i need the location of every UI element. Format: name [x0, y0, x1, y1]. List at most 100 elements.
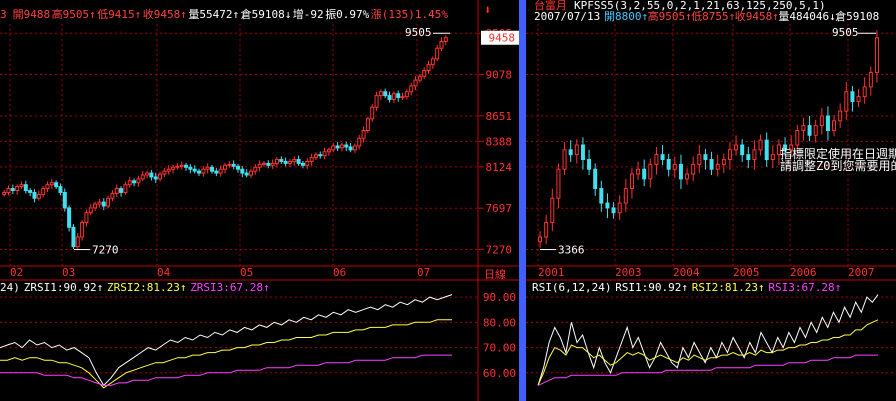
right-candle-body	[568, 149, 573, 156]
candle-body	[430, 58, 435, 66]
left-header-item: 低9415↑	[97, 8, 141, 21]
right-candle-body	[868, 71, 873, 88]
candle-body	[370, 106, 375, 120]
right-candle-body	[776, 144, 781, 156]
candle-body	[71, 226, 76, 248]
right-candle-body	[727, 149, 732, 161]
candle-body	[305, 160, 310, 166]
left-candlestick-chart	[2, 32, 450, 251]
left-rsi-legend-item: ZRSI1:90.92↑	[24, 281, 103, 294]
candle-body	[300, 162, 305, 166]
left-header-item: 3	[0, 8, 7, 21]
candle-body	[145, 172, 150, 176]
right-header-item: 倉59108	[835, 9, 879, 23]
right-x-tick-label: 2004	[673, 266, 700, 279]
candle-body	[266, 162, 271, 166]
candle-body	[184, 164, 189, 168]
right-candle-body	[764, 139, 769, 161]
right-candle-body	[587, 159, 592, 170]
candle-body	[409, 85, 414, 93]
candle-body	[235, 165, 240, 170]
x-tick-label: 05	[240, 266, 253, 279]
candle-body	[344, 144, 349, 148]
right-candle-body	[685, 173, 690, 180]
candle-body	[248, 170, 253, 176]
candle-body	[123, 184, 128, 193]
candle-body	[197, 170, 202, 174]
candle-body	[106, 197, 111, 207]
candle-body	[210, 166, 215, 172]
candle-body	[400, 96, 405, 99]
right-candle-body	[709, 159, 714, 170]
right-candle-body	[734, 144, 739, 151]
candle-body	[378, 91, 383, 97]
left-header-item: 增-92	[293, 7, 324, 21]
candle-body	[2, 191, 7, 195]
right-candle-body	[611, 207, 616, 214]
right-rsi-legend-item: RSI3:67.28↑	[768, 281, 841, 294]
right-x-tick-label: 2005	[733, 266, 760, 279]
candle-body	[6, 188, 11, 193]
candle-body	[101, 201, 106, 207]
right-candle-body	[721, 159, 726, 165]
x-tick-label: 06	[333, 266, 346, 279]
candle-body	[119, 188, 124, 193]
notice-text: 指標限定使用在日週期	[780, 146, 896, 161]
candle-body	[97, 201, 102, 205]
low-annotation-label: 7270	[92, 244, 119, 257]
right-header-title: 台富月	[534, 0, 567, 12]
right-x-tick-label: 2007	[848, 266, 875, 279]
candle-body	[335, 145, 340, 149]
left-rsi-series-zrsi2	[0, 319, 452, 389]
right-candle-body	[642, 168, 647, 180]
candle-body	[80, 221, 85, 238]
candle-body	[387, 95, 392, 101]
x-tick-label: 03	[62, 266, 75, 279]
right-candle-body	[629, 173, 634, 190]
right-candle-body	[697, 154, 702, 165]
right-candle-body	[783, 144, 788, 151]
candle-body	[192, 168, 197, 172]
right-candle-body	[789, 144, 794, 151]
left-header-item: 倉59108↓	[241, 7, 292, 21]
candle-body	[331, 145, 336, 151]
price-tick-label: 7270	[486, 244, 513, 257]
candle-body	[62, 191, 67, 209]
candle-body	[41, 188, 46, 195]
candle-body	[15, 186, 20, 191]
chart-labels: 9505 9078 8651 8388 8124 7697 7270 9458 ⬇ 日線 90.00…	[0, 0, 896, 380]
candle-body	[19, 184, 24, 188]
left-rsi-legend-item: ZRSI2:81.23↑	[107, 281, 186, 294]
right-candle-body	[844, 91, 849, 112]
candle-body	[218, 168, 223, 174]
right-candle-body	[580, 144, 585, 161]
candle-body	[188, 166, 193, 170]
right-rsi-series-rsi3	[537, 354, 878, 386]
left-rsi-series-zrsi3	[0, 354, 452, 386]
right-candle-body	[770, 154, 775, 161]
right-x-tick-label: 2001	[538, 266, 565, 279]
candle-body	[426, 64, 431, 71]
price-tick-label: 8388	[486, 135, 513, 148]
candle-body	[348, 146, 353, 151]
right-rsi-chart	[537, 294, 879, 386]
rsi-tick-label: 90.00	[483, 291, 516, 304]
notice-text: 請調整Z0到您需要用的	[780, 158, 896, 173]
price-tick-label: 9078	[486, 69, 513, 82]
candle-body	[292, 159, 297, 162]
candle-body	[23, 184, 28, 191]
candle-body	[422, 69, 427, 77]
price-tick-label: 8651	[486, 110, 513, 123]
candle-body	[374, 95, 379, 108]
candle-body	[318, 154, 323, 157]
left-rsi-legend-item: 24)	[0, 281, 20, 294]
candle-body	[36, 193, 41, 199]
candle-body	[140, 174, 145, 180]
right-candle-body	[795, 129, 800, 146]
right-candle-body	[678, 163, 683, 180]
candle-body	[274, 159, 279, 164]
right-candle-body	[740, 144, 745, 156]
right-candle-body	[801, 125, 806, 131]
candle-body	[49, 182, 54, 186]
